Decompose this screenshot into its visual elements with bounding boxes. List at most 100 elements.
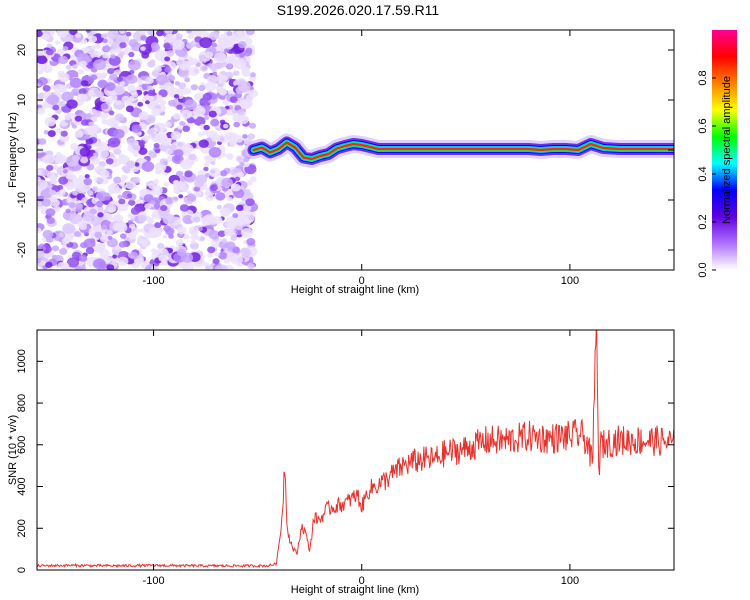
noise-blob <box>198 227 204 232</box>
noise-blob <box>162 213 176 225</box>
noise-blob <box>37 48 45 56</box>
noise-blob <box>221 177 233 188</box>
noise-blob <box>118 51 125 57</box>
noise-blob <box>105 82 116 91</box>
noise-blob <box>66 99 78 109</box>
noise-blob <box>45 261 53 268</box>
chart0-y-tick-label: 0 <box>16 147 28 153</box>
noise-blob <box>151 107 161 117</box>
noise-blob <box>138 147 148 156</box>
noise-blob <box>209 31 220 40</box>
noise-blob <box>207 75 219 85</box>
noise-blob <box>114 85 124 94</box>
noise-blob <box>71 124 77 129</box>
noise-blob <box>217 230 226 237</box>
chart1-y-tick-label: 1000 <box>16 349 28 373</box>
noise-blob <box>225 219 237 229</box>
noise-blob <box>186 193 197 202</box>
noise-blob <box>235 229 243 235</box>
noise-blob <box>184 77 191 83</box>
noise-blob <box>42 154 55 165</box>
noise-blob <box>213 52 227 63</box>
noise-blob <box>174 81 181 86</box>
noise-blob <box>91 186 99 192</box>
noise-blob <box>65 174 72 180</box>
noise-blob <box>79 60 87 68</box>
colorbar-tick-label: 0.8 <box>697 70 709 85</box>
noise-blob <box>172 39 185 50</box>
noise-blob <box>37 107 46 115</box>
noise-blob <box>93 152 99 158</box>
noise-blob <box>234 176 241 181</box>
noise-blob <box>128 251 139 260</box>
noise-blob <box>151 70 160 77</box>
noise-blob <box>180 63 188 70</box>
noise-blob <box>199 65 208 72</box>
noise-blob <box>248 215 255 221</box>
noise-blob <box>177 125 184 130</box>
noise-blob <box>212 71 218 76</box>
noise-blob <box>140 46 146 51</box>
noise-blob <box>38 138 47 145</box>
noise-blob <box>102 45 111 52</box>
noise-blob <box>244 37 253 45</box>
noise-blob <box>171 154 184 165</box>
noise-blob <box>203 162 210 168</box>
noise-blob <box>198 54 206 61</box>
noise-blob <box>165 148 173 156</box>
noise-blob <box>43 130 49 135</box>
noise-blob <box>112 128 125 139</box>
noise-blob <box>155 74 169 86</box>
noise-blob <box>186 30 192 34</box>
chart1-y-tick-label: 200 <box>16 519 28 537</box>
noise-blob <box>151 185 163 196</box>
noise-blob <box>77 69 85 75</box>
noise-blob <box>173 94 180 99</box>
noise-blob <box>122 166 131 173</box>
snr-x-ticks: -100 0 100 <box>143 330 579 587</box>
noise-blob <box>42 84 51 92</box>
noise-blob <box>84 174 90 179</box>
noise-blob <box>220 152 227 158</box>
noise-blob <box>128 51 135 58</box>
noise-blob <box>100 102 109 110</box>
noise-blob <box>114 48 121 54</box>
noise-blob <box>42 229 54 239</box>
noise-blob <box>37 195 45 202</box>
noise-blob <box>37 62 49 71</box>
snr-y-axis-label: SNR (10 * v/v) <box>7 415 19 485</box>
noise-blob <box>149 59 156 64</box>
chart1-y-tick-label: 400 <box>16 477 28 495</box>
noise-blob <box>58 176 69 185</box>
noise-blob <box>144 203 152 210</box>
noise-blob <box>128 223 136 229</box>
noise-blob <box>85 30 91 33</box>
noise-blob <box>37 152 43 159</box>
noise-blob <box>215 192 226 201</box>
noise-blob <box>105 158 114 165</box>
noise-blob <box>58 100 66 108</box>
noise-blob <box>69 30 78 36</box>
noise-blob <box>185 42 194 49</box>
noise-blob <box>208 217 218 225</box>
noise-blob <box>160 205 168 212</box>
noise-blob <box>119 30 126 34</box>
noise-blob <box>140 238 151 248</box>
noise-blob <box>150 42 160 50</box>
noise-blob <box>126 193 133 198</box>
noise-blob <box>109 73 118 81</box>
noise-blob <box>61 91 74 102</box>
noise-blob <box>96 177 104 184</box>
noise-blob <box>203 166 209 172</box>
noise-blob <box>147 89 155 97</box>
noise-blob <box>99 234 110 243</box>
noise-blob <box>198 139 209 148</box>
noise-blob <box>59 248 68 255</box>
noise-blob <box>55 40 61 45</box>
spectrogram-y-axis-label: Frequency (Hz) <box>7 112 19 188</box>
noise-blob <box>137 101 144 107</box>
noise-blob <box>56 30 69 38</box>
noise-blob <box>183 234 190 240</box>
noise-blob <box>226 54 238 64</box>
noise-blob <box>239 162 245 167</box>
